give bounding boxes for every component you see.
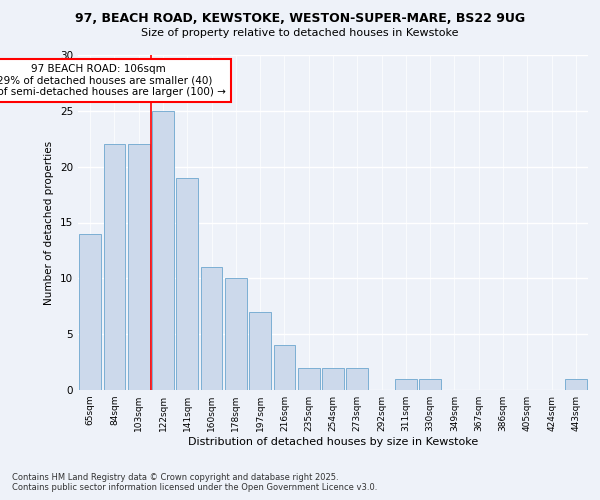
Text: 97, BEACH ROAD, KEWSTOKE, WESTON-SUPER-MARE, BS22 9UG: 97, BEACH ROAD, KEWSTOKE, WESTON-SUPER-M… (75, 12, 525, 26)
Bar (419, 379, 441, 390)
Bar (298, 368, 320, 390)
X-axis label: Distribution of detached houses by size in Kewstoke: Distribution of detached houses by size … (188, 437, 478, 447)
Bar (565, 379, 587, 390)
Bar (128, 144, 149, 390)
Bar (322, 368, 344, 390)
Bar (200, 267, 223, 390)
Y-axis label: Number of detached properties: Number of detached properties (44, 140, 55, 304)
Bar (79, 234, 101, 390)
Bar (176, 178, 198, 390)
Bar (225, 278, 247, 390)
Text: Size of property relative to detached houses in Kewstoke: Size of property relative to detached ho… (141, 28, 459, 38)
Bar (274, 346, 295, 390)
Bar (395, 379, 417, 390)
Bar (249, 312, 271, 390)
Text: Contains HM Land Registry data © Crown copyright and database right 2025.
Contai: Contains HM Land Registry data © Crown c… (12, 473, 377, 492)
Text: 97 BEACH ROAD: 106sqm
← 29% of detached houses are smaller (40)
71% of semi-deta: 97 BEACH ROAD: 106sqm ← 29% of detached … (0, 64, 226, 97)
Bar (346, 368, 368, 390)
Bar (152, 111, 174, 390)
Bar (104, 144, 125, 390)
